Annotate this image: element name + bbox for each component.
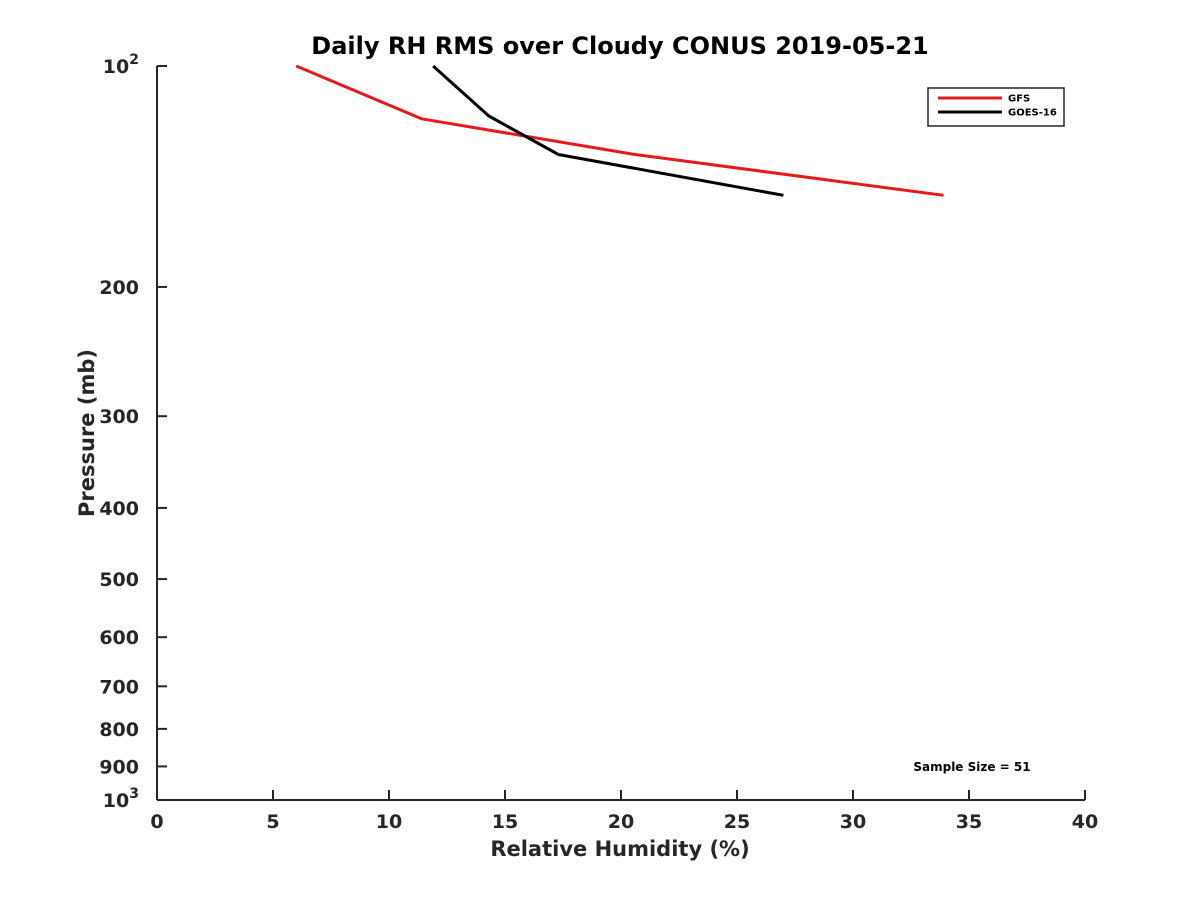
- legend-label: GFS: [1008, 94, 1030, 105]
- chart-title: Daily RH RMS over Cloudy CONUS 2019-05-2…: [311, 32, 928, 60]
- x-tick-label: 10: [376, 811, 402, 833]
- x-tick-label: 40: [1072, 811, 1098, 833]
- x-tick-label: 30: [840, 811, 866, 833]
- y-tick-label: 500: [99, 569, 139, 591]
- y-tick-label: 900: [99, 756, 139, 778]
- series-lines: [295, 64, 944, 197]
- y-tick-label: 102: [103, 52, 139, 78]
- legend: GFS GOES-16: [927, 87, 1065, 127]
- y-tick-label: 103: [103, 786, 139, 812]
- x-tick-label: 35: [956, 811, 982, 833]
- sample-size-annotation: Sample Size = 51: [913, 760, 1030, 774]
- y-tick-label: 400: [99, 498, 139, 520]
- x-tick-label: 20: [608, 811, 634, 833]
- y-tick-label: 600: [99, 627, 139, 649]
- x-tick-label: 25: [724, 811, 750, 833]
- axes: 0 5 10 15 20 25 30 35 40 102 200 300 400 500 600 700 800…: [99, 52, 1098, 833]
- x-tick-label: 15: [492, 811, 518, 833]
- y-tick-label: 800: [99, 719, 139, 741]
- y-tick-label: 700: [99, 676, 139, 698]
- x-tick-label: 0: [150, 811, 163, 833]
- y-axis-label: Pressure (mb): [75, 349, 99, 517]
- series-line-goes-16: [432, 64, 784, 197]
- y-tick-label: 300: [99, 406, 139, 428]
- legend-label: GOES-16: [1008, 108, 1057, 119]
- x-tick-label: 5: [266, 811, 279, 833]
- legend-box: [927, 87, 1065, 127]
- y-tick-label: 200: [99, 277, 139, 299]
- x-axis-label: Relative Humidity (%): [490, 837, 749, 861]
